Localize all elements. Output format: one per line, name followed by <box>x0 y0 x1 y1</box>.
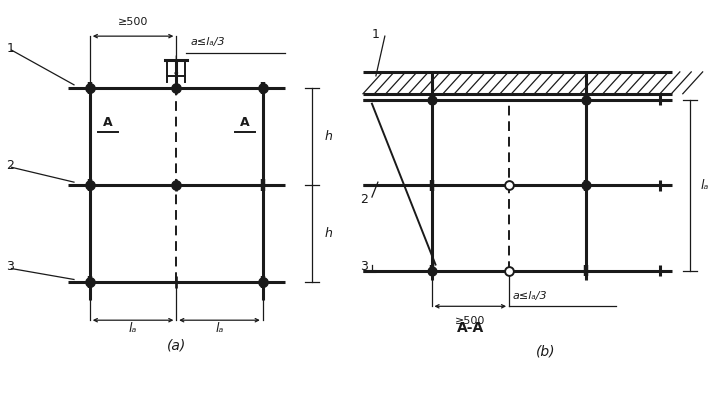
Text: A-A: A-A <box>457 321 484 335</box>
Point <box>257 85 268 91</box>
Text: (b): (b) <box>536 345 555 359</box>
Text: (a): (a) <box>167 339 186 353</box>
Point <box>257 279 268 286</box>
Text: 2: 2 <box>360 193 368 206</box>
Text: lₐ: lₐ <box>215 322 224 335</box>
Text: 1: 1 <box>7 42 14 55</box>
Text: ≥500: ≥500 <box>118 17 149 27</box>
Text: ≥500: ≥500 <box>455 316 486 326</box>
Point <box>84 85 96 91</box>
Point <box>503 182 515 188</box>
Point <box>170 182 182 188</box>
Text: lₐ: lₐ <box>700 179 709 192</box>
Text: A: A <box>103 116 112 129</box>
Text: 1: 1 <box>372 28 380 41</box>
Text: 3: 3 <box>360 260 368 273</box>
Text: 3: 3 <box>7 260 14 273</box>
Text: a≤lₐ/3: a≤lₐ/3 <box>513 291 547 301</box>
Text: 2: 2 <box>7 159 14 172</box>
Point <box>581 96 592 103</box>
Text: A: A <box>240 116 249 129</box>
Text: lₐ: lₐ <box>129 322 137 335</box>
Point <box>426 267 437 274</box>
Point <box>426 96 437 103</box>
Point <box>581 182 592 188</box>
Point <box>503 267 515 274</box>
Text: a≤lₐ/3: a≤lₐ/3 <box>190 37 225 47</box>
Text: h: h <box>324 130 332 143</box>
Point <box>84 182 96 188</box>
Point <box>170 85 182 91</box>
Point <box>84 279 96 286</box>
Text: h: h <box>324 227 332 240</box>
